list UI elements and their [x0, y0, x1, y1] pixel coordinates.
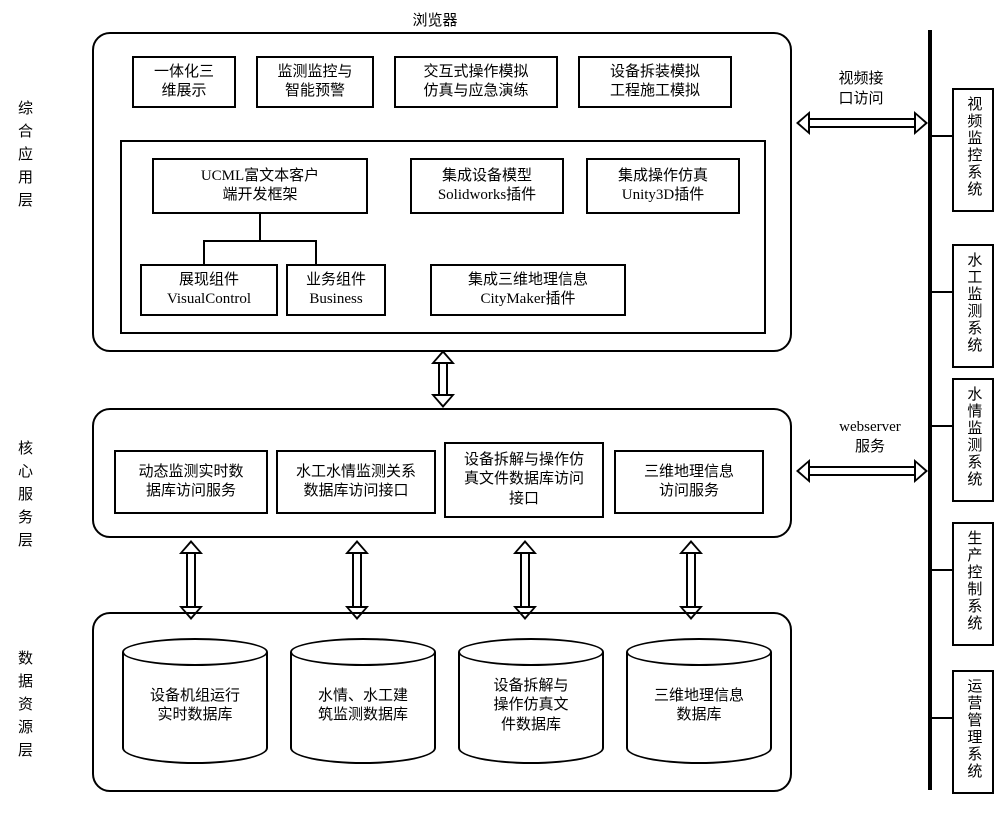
arrow-core-data-3 — [520, 552, 530, 608]
bus-line — [928, 30, 932, 790]
bus-to-s2 — [932, 291, 952, 293]
conn-ucml-left-down — [203, 240, 205, 264]
db-label-4: 三维地理信息 数据库 — [654, 687, 744, 726]
conn-ucml-right-down — [315, 240, 317, 264]
layer-label-data: 数据资源层 — [14, 650, 35, 765]
db-equip-realtime: 设备机组运行 实时数据库 — [122, 638, 268, 764]
ucml-framework: UCML富文本客户 端开发框架 — [152, 158, 368, 214]
side-operation-system: 运营管理系统 — [952, 670, 994, 794]
side-production-system: 生产控制系统 — [952, 522, 994, 646]
layer-label-core: 核心服务层 — [14, 440, 35, 555]
business-component: 业务组件 Business — [286, 264, 386, 316]
db-sim-files: 设备拆解与 操作仿真文 件数据库 — [458, 638, 604, 764]
conn-ucml-h — [203, 240, 317, 242]
core-hydro-db-interface: 水工水情监测关系 数据库访问接口 — [276, 450, 436, 514]
core-realtime-db-service: 动态监测实时数 据库访问服务 — [114, 450, 268, 514]
bus-to-s3 — [932, 425, 952, 427]
layer-label-app: 综合应用层 — [14, 100, 35, 215]
arrow-core-data-1 — [186, 552, 196, 608]
browser-title: 浏览器 — [375, 12, 495, 32]
db-label-1: 设备机组运行 实时数据库 — [150, 687, 240, 726]
unity3d-plugin: 集成操作仿真 Unity3D插件 — [586, 158, 740, 214]
db-hydro-monitor: 水情、水工建 筑监测数据库 — [290, 638, 436, 764]
visual-control: 展现组件 VisualControl — [140, 264, 278, 316]
label-webserver: webserver 服务 — [820, 418, 920, 457]
app-module-monitoring: 监测监控与 智能预警 — [256, 56, 374, 108]
db-label-3: 设备拆解与 操作仿真文 件数据库 — [493, 677, 568, 736]
bus-to-s5 — [932, 717, 952, 719]
conn-ucml-down — [259, 214, 261, 240]
arrow-app-core — [438, 362, 448, 396]
arrow-core-data-4 — [686, 552, 696, 608]
db-label-2: 水情、水工建 筑监测数据库 — [318, 687, 408, 726]
db-gis: 三维地理信息 数据库 — [626, 638, 772, 764]
bus-to-s4 — [932, 569, 952, 571]
side-hydro-info-system: 水情监测系统 — [952, 378, 994, 502]
side-video-system: 视频监控系统 — [952, 88, 994, 212]
side-hydro-eng-system: 水工监测系统 — [952, 244, 994, 368]
arrow-core-data-2 — [352, 552, 362, 608]
bus-to-s1 — [932, 135, 952, 137]
label-video-access: 视频接 口访问 — [822, 70, 900, 109]
core-simfile-db-interface: 设备拆解与操作仿 真文件数据库访问 接口 — [444, 442, 604, 518]
core-gis-service: 三维地理信息 访问服务 — [614, 450, 764, 514]
citymaker-plugin: 集成三维地理信息 CityMaker插件 — [430, 264, 626, 316]
app-module-simulation: 交互式操作模拟 仿真与应急演练 — [394, 56, 558, 108]
arrow-core-bus — [808, 466, 916, 476]
solidworks-plugin: 集成设备模型 Solidworks插件 — [410, 158, 564, 214]
app-module-3d-display: 一体化三 维展示 — [132, 56, 236, 108]
app-module-assembly: 设备拆装模拟 工程施工模拟 — [578, 56, 732, 108]
arrow-app-bus — [808, 118, 916, 128]
